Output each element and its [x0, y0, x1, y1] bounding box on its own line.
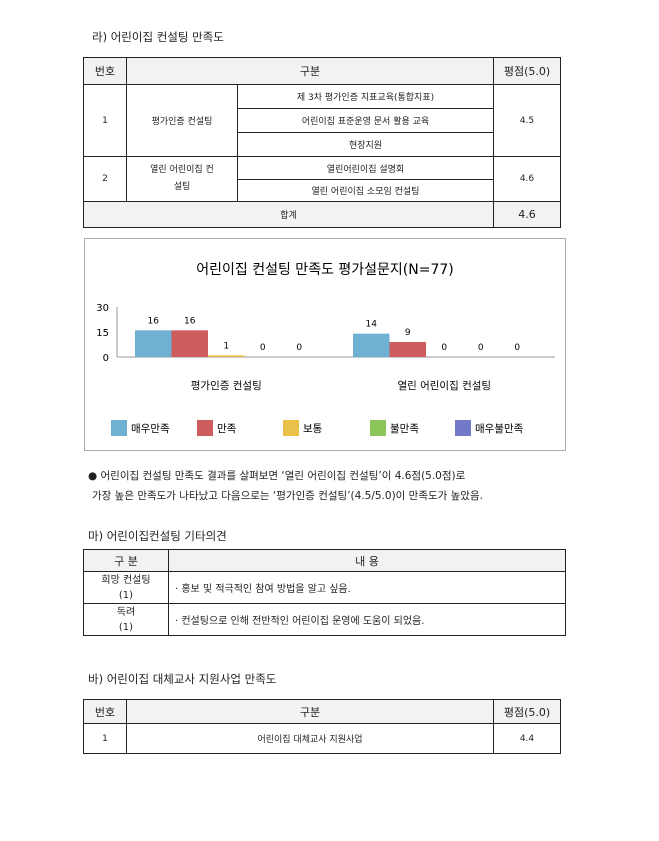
- data-label: 16: [148, 316, 160, 326]
- header-no: 번호: [83, 57, 127, 85]
- row-category: 평가인증 컨설팅: [126, 84, 238, 157]
- row-item: 열린어린이집 설명회: [237, 156, 494, 180]
- section-title-ra: 라) 어린이집 컨설팅 만족도: [92, 30, 224, 44]
- header-no: 번호: [83, 699, 127, 724]
- opinion-count: (1): [118, 589, 134, 601]
- row-item: 현장지원: [237, 132, 494, 157]
- row-category: 열린 어린이집 컨설팅: [126, 156, 238, 202]
- bullet-icon: ●: [88, 470, 98, 482]
- row-score: 4.4: [493, 723, 561, 754]
- legend-label: 보통: [303, 423, 323, 435]
- header-category: 구 분: [83, 549, 169, 572]
- bar: [208, 355, 245, 357]
- data-label: 1: [223, 341, 229, 351]
- total-label: 합계: [83, 201, 494, 228]
- bar: [171, 330, 208, 357]
- header-score: 평점(5.0): [493, 57, 561, 85]
- summary-line: 어린이집 컨설팅 만족도 결과를 살펴보면 ‘열린 어린이집 컨설팅’이 4.6…: [100, 470, 466, 482]
- opinion-category: 독려: [116, 606, 136, 618]
- data-label: 14: [366, 320, 378, 330]
- row-item: 제 3차 평가인증 지표교육(통합지표): [237, 84, 494, 109]
- legend-swatch: [455, 420, 471, 436]
- y-tick-label: 30: [96, 303, 109, 314]
- section-title-ma: 마) 어린이집컨설팅 기타의견: [88, 529, 227, 543]
- row-item: 열린 어린이집 소모임 컨설팅: [237, 179, 494, 202]
- bar: [389, 342, 426, 357]
- data-label: 0: [514, 343, 520, 353]
- data-label: 0: [441, 343, 447, 353]
- data-label: 16: [184, 316, 196, 326]
- legend-label: 만족: [217, 423, 237, 435]
- data-label: 0: [296, 343, 302, 353]
- opinion-count: (1): [118, 621, 134, 633]
- section-title-ba: 바) 어린이집 대체교사 지원사업 만족도: [88, 672, 277, 686]
- row-item: 어린이집 표준운영 문서 활용 교육: [237, 108, 494, 133]
- legend-swatch: [197, 420, 213, 436]
- row-no: 1: [83, 723, 127, 754]
- opinion-category: 희망 컨설팅: [101, 574, 151, 586]
- row-score: 4.5: [493, 84, 561, 157]
- x-category-label: 열린 어린이집 컨설팅: [397, 380, 491, 392]
- opinion-content: · 홍보 및 적극적인 참여 방법을 알고 싶음.: [168, 571, 566, 604]
- summary-line: 가장 높은 만족도가 나타났고 다음으로는 ‘평가인증 컨설팅’(4.5/5.0…: [92, 490, 483, 502]
- row-score: 4.6: [493, 156, 561, 202]
- header-category: 구분: [126, 699, 494, 724]
- legend-swatch: [111, 420, 127, 436]
- chart-svg: 어린이집 컨설팅 만족도 평가설문지(N=77) 0 15 30 16 16 1 0 0 평가인증…: [96, 262, 555, 436]
- y-tick-label: 15: [96, 328, 109, 339]
- x-category-label: 평가인증 컨설팅: [191, 380, 262, 392]
- summary-paragraph: ● 어린이집 컨설팅 만족도 결과를 살펴보면 ‘열린 어린이집 컨설팅’이 4…: [88, 466, 483, 506]
- header-category: 구분: [126, 57, 494, 85]
- row-no: 2: [83, 156, 127, 202]
- total-score: 4.6: [493, 201, 561, 228]
- legend-swatch: [283, 420, 299, 436]
- row-category: 어린이집 대체교사 지원사업: [126, 723, 494, 754]
- bar-chart: 어린이집 컨설팅 만족도 평가설문지(N=77) 0 15 30 16 16 1 0 0 평가인증…: [84, 238, 566, 451]
- opinion-content: · 컨설팅으로 인해 전반적인 어린이집 운영에 도움이 되었음.: [168, 603, 566, 636]
- y-tick-label: 0: [103, 353, 109, 364]
- satisfaction-table: 번호 구분 평점(5.0) 1 평가인증 컨설팅 제 3차 평가인증 지표교육(통합지표…: [83, 57, 561, 228]
- data-label: 0: [478, 343, 484, 353]
- header-score: 평점(5.0): [493, 699, 561, 724]
- legend-label: 매우불만족: [475, 423, 524, 435]
- chart-title: 어린이집 컨설팅 만족도 평가설문지(N=77): [196, 262, 454, 278]
- legend-label: 불만족: [390, 423, 419, 435]
- legend-label: 매우만족: [131, 423, 170, 435]
- data-label: 9: [405, 328, 411, 338]
- bar: [353, 333, 390, 357]
- bar: [135, 330, 172, 357]
- legend-swatch: [370, 420, 386, 436]
- row-no: 1: [83, 84, 127, 157]
- data-label: 0: [260, 343, 266, 353]
- header-content: 내 용: [168, 549, 566, 572]
- substitute-teacher-table: 번호 구분 평점(5.0) 1 어린이집 대체교사 지원사업 4.4: [83, 699, 561, 754]
